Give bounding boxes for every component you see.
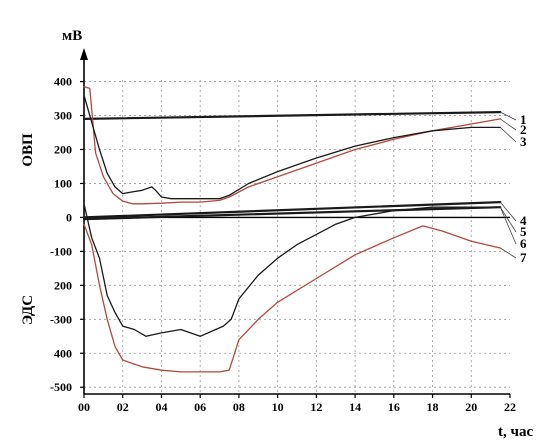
x-tick-label: 10 (272, 400, 284, 414)
leader-line-2 (500, 118, 517, 131)
y-tick-label: -100 (50, 244, 72, 258)
series-line-3 (83, 94, 501, 200)
y-label-top: ОВП (20, 133, 36, 167)
series-lines (82, 86, 502, 373)
x-tick-label: 12 (310, 400, 322, 414)
series-number-3: 3 (520, 134, 527, 149)
y-tick-label: 400 (54, 346, 72, 360)
gridlines (84, 80, 510, 394)
y-tick-label: -500 (50, 380, 72, 394)
axes (80, 48, 511, 398)
y-tick-label: 0 (66, 210, 72, 224)
leader-line-5 (499, 207, 517, 233)
y-label-bottom: ЭДС (20, 295, 36, 325)
y-tick-label: 200 (54, 143, 72, 157)
y-tick-label: 400 (54, 75, 72, 89)
series-number-4: 4 (520, 213, 527, 228)
leader-line-1 (500, 111, 517, 121)
leader-line-6 (499, 207, 517, 245)
y-tick-label: 300 (54, 109, 72, 123)
tick-labels: 00 02 04 06 08 10 12 14 16 18 20 22 400 300 200 100 0 -10… (50, 75, 516, 414)
series-line-1 (82, 111, 502, 120)
leader-line-7 (500, 247, 517, 259)
y-tick-label: 100 (54, 176, 72, 190)
series-number-5: 5 (520, 224, 527, 239)
x-tick-label: 14 (349, 400, 361, 414)
series-line-6 (83, 203, 501, 337)
series-line-2 (83, 86, 501, 205)
x-tick-label: 16 (388, 400, 400, 414)
x-tick-label: 06 (194, 400, 206, 414)
series-line-7 (83, 223, 501, 373)
leader-line-4 (500, 201, 517, 222)
series-line-5 (82, 206, 502, 221)
leader-line-3 (500, 127, 517, 143)
axis-labels: мВ t, час ОВП ЭДС (20, 28, 533, 440)
series-number-2: 2 (520, 122, 527, 137)
x-axis-label: t, час (498, 424, 533, 440)
series-number-7: 7 (520, 250, 527, 265)
y-tick-label: 200 (54, 278, 72, 292)
x-tick-label: 08 (233, 400, 245, 414)
y-tick-label: -300 (50, 312, 72, 326)
x-tick-label: 02 (117, 400, 129, 414)
x-tick-label: 04 (155, 400, 167, 414)
y-axis-arrow (80, 48, 88, 60)
x-tick-label: 18 (427, 400, 439, 414)
x-tick-label: 00 (78, 400, 90, 414)
x-tick-label: 20 (465, 400, 477, 414)
series-number-6: 6 (520, 236, 527, 251)
x-tick-label: 22 (504, 400, 516, 414)
series-number-1: 1 (520, 112, 527, 127)
series-line-4 (82, 201, 502, 219)
units-label: мВ (62, 28, 82, 44)
